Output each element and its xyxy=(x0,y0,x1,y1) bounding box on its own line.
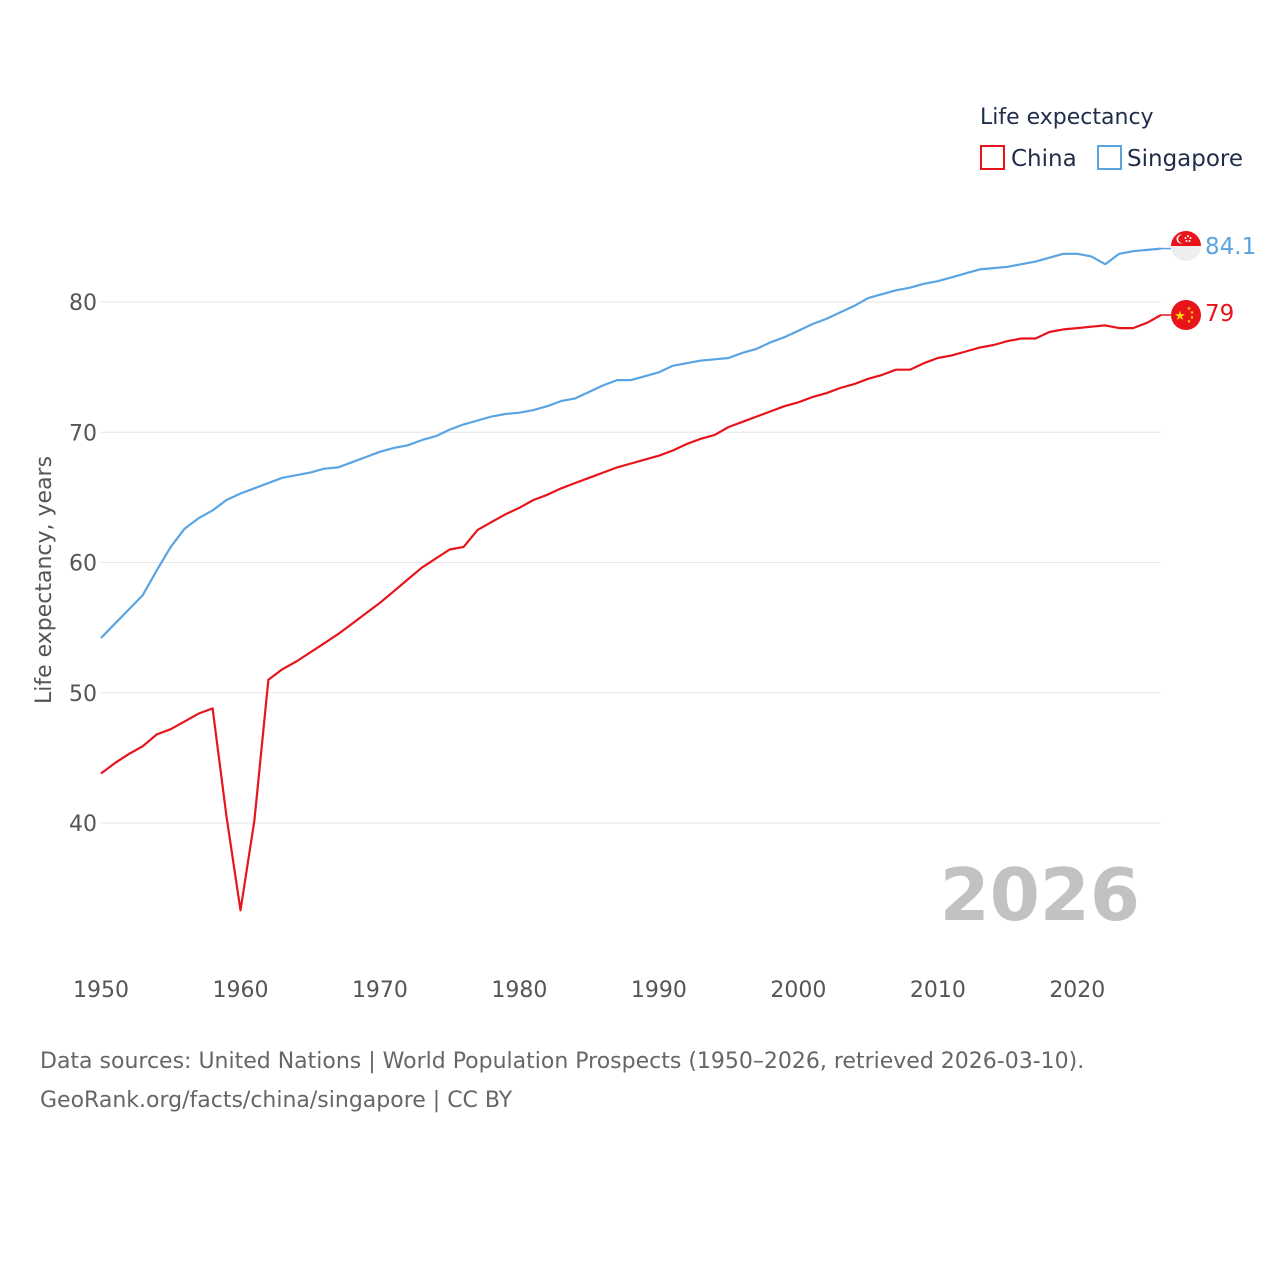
legend-swatch-china xyxy=(980,145,1005,170)
x-tick-label: 2020 xyxy=(1049,978,1105,1003)
singapore-flag-icon xyxy=(1171,231,1201,261)
end-label-china: 79 xyxy=(1205,301,1234,327)
x-tick-label: 1990 xyxy=(631,978,687,1003)
legend-label-singapore: Singapore xyxy=(1127,146,1243,172)
legend: Life expectancy China Singapore xyxy=(980,105,1243,172)
svg-text:★: ★ xyxy=(1187,306,1192,312)
series-line-china[interactable] xyxy=(100,314,1162,912)
y-axis-ticks: 40 50 60 70 80 xyxy=(69,291,97,837)
svg-text:★: ★ xyxy=(1174,309,1186,324)
x-tick-label: 2010 xyxy=(910,978,966,1003)
y-axis-title: Life expectancy, years xyxy=(32,456,57,704)
svg-text:★: ★ xyxy=(1190,310,1195,316)
y-tick-label: 70 xyxy=(69,421,97,446)
legend-label-china: China xyxy=(1011,146,1077,172)
legend-item-singapore[interactable]: Singapore xyxy=(1097,145,1243,172)
y-tick-label: 80 xyxy=(69,291,97,316)
end-label-singapore: 84.1 xyxy=(1205,234,1256,260)
source-line-2[interactable]: GeoRank.org/facts/china/singapore | CC B… xyxy=(40,1088,513,1113)
y-tick-label: 40 xyxy=(69,812,97,837)
series xyxy=(100,247,1171,912)
x-tick-label: 1960 xyxy=(212,978,268,1003)
svg-text:★: ★ xyxy=(1190,315,1195,321)
china-flag-icon: ★ ★ ★ ★ ★ xyxy=(1171,300,1201,330)
x-tick-label: 1980 xyxy=(491,978,547,1003)
x-tick-label: 2000 xyxy=(770,978,826,1003)
legend-swatch-singapore xyxy=(1097,145,1122,170)
source-line-1: Data sources: United Nations | World Pop… xyxy=(40,1049,1084,1074)
svg-text:★: ★ xyxy=(1187,319,1192,325)
y-tick-label: 50 xyxy=(69,682,97,707)
x-axis-ticks: 1950 1960 1970 1980 1990 2000 2010 2020 xyxy=(73,978,1105,1003)
x-tick-label: 1970 xyxy=(352,978,408,1003)
year-watermark: 2026 xyxy=(940,853,1140,937)
legend-title: Life expectancy xyxy=(980,105,1154,130)
y-tick-label: 60 xyxy=(69,552,97,577)
series-line-singapore[interactable] xyxy=(100,247,1162,639)
x-tick-label: 1950 xyxy=(73,978,129,1003)
legend-item-china[interactable]: China xyxy=(980,145,1077,172)
grid xyxy=(101,301,1161,824)
